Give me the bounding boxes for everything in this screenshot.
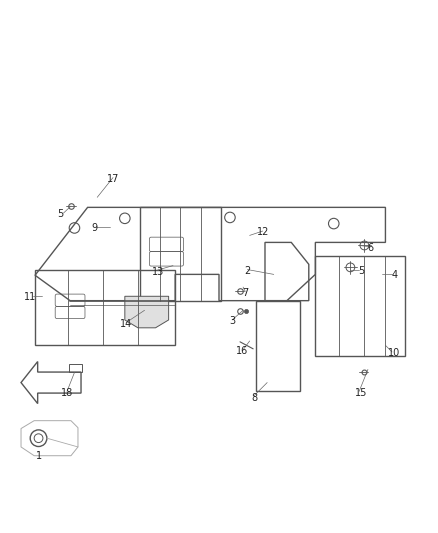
Text: 11: 11 [24, 292, 36, 302]
Text: 8: 8 [252, 393, 258, 403]
Text: 5: 5 [57, 209, 64, 219]
Polygon shape [125, 296, 169, 328]
Text: 5: 5 [358, 266, 364, 276]
Text: 10: 10 [388, 348, 400, 358]
Text: 18: 18 [61, 387, 73, 398]
Text: 2: 2 [244, 266, 251, 276]
Text: 7: 7 [242, 288, 248, 298]
Text: 6: 6 [367, 243, 373, 253]
Text: 4: 4 [391, 270, 397, 280]
Text: 17: 17 [107, 174, 119, 184]
Text: 13: 13 [152, 266, 164, 277]
Text: 9: 9 [91, 223, 97, 233]
Text: 15: 15 [355, 387, 367, 398]
Text: 1: 1 [35, 451, 42, 461]
Text: 12: 12 [257, 228, 269, 237]
Text: 14: 14 [120, 319, 132, 329]
Text: 16: 16 [236, 345, 248, 356]
Text: 3: 3 [229, 316, 235, 326]
